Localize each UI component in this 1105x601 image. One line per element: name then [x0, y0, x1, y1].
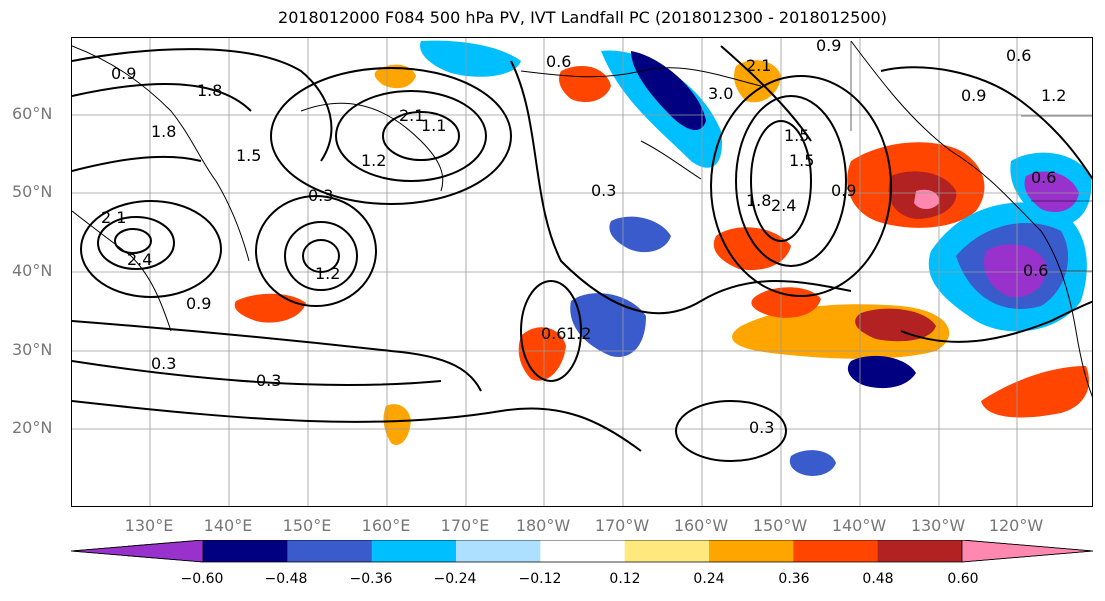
negative-anomaly-hawaii-east	[847, 355, 916, 389]
colorbar-segment	[456, 540, 541, 562]
contour-label: 1.2	[315, 264, 340, 283]
positive-anomaly-mid-pacific	[751, 287, 821, 318]
colorbar-tick: −0.48	[264, 571, 308, 587]
lon-label-150w: 150°W	[752, 516, 808, 535]
lat-label-50n: 50°N	[12, 182, 53, 201]
contour-label: 0.3	[256, 371, 281, 390]
colorbar-max-arrow	[961, 540, 1093, 563]
negative-anomaly-subtropical	[570, 293, 646, 357]
positive-anomaly-japan	[234, 293, 306, 323]
lon-label-140e: 140°E	[203, 516, 253, 535]
contour-label: 0.6	[1031, 168, 1056, 187]
contour-label: 1.1	[421, 116, 446, 135]
lon-label-130e: 130°E	[124, 516, 174, 535]
colorbar-segment	[371, 540, 457, 562]
contour-label: 0.9	[961, 86, 986, 105]
contour-label: 2.1	[399, 106, 424, 125]
negative-anomaly-west-coast-core	[983, 244, 1047, 298]
contour-label: 1.2	[566, 324, 591, 343]
map-canvas: 0.9 1.8 1.8 1.5 0.3 2.1 2.4 1.2 0.9 0.3 …	[72, 38, 1092, 506]
negative-anomaly-south	[789, 450, 836, 476]
colorbar	[71, 540, 1093, 563]
contour-label: 0.6	[1023, 261, 1048, 280]
contour-label: 0.3	[591, 181, 616, 200]
colorbar-segment	[287, 540, 373, 562]
contour-label: 3.0	[708, 84, 733, 103]
shaded-anomaly-layer	[234, 40, 1092, 476]
lon-label-120w: 120°W	[988, 516, 1044, 535]
contour-label: 0.6	[541, 324, 566, 343]
colorbar-segment	[203, 540, 288, 562]
lon-label-180w: 180°W	[515, 516, 571, 535]
positive-anomaly-nw-pacific	[374, 64, 416, 89]
contour-label: 2.1	[101, 208, 126, 227]
contour-label: 0.3	[308, 186, 333, 205]
lat-label-60n: 60°N	[12, 104, 53, 123]
colorbar-outline	[71, 540, 1093, 563]
contour-label: 1.5	[784, 126, 809, 145]
contour-label: 2.1	[746, 56, 771, 75]
lat-label-40n: 40°N	[12, 261, 53, 280]
contour-label: 0.6	[546, 52, 571, 71]
contour-label: 0.9	[831, 181, 856, 200]
positive-anomaly-russia	[559, 66, 611, 103]
colorbar-tick: 0.12	[609, 571, 641, 587]
colorbar-tick: 0.36	[778, 571, 810, 587]
colorbar-tick: −0.12	[518, 571, 562, 587]
contour-label: 1.2	[361, 151, 386, 170]
lat-label-20n: 20°N	[12, 418, 53, 437]
colorbar-segment	[793, 540, 879, 562]
positive-anomaly-central-band-core	[855, 308, 936, 342]
contour-label: 0.3	[749, 418, 774, 437]
colorbar-segment	[709, 540, 794, 562]
lon-label-160w: 160°W	[673, 516, 729, 535]
colorbar-tick: −0.24	[433, 571, 477, 587]
pv-contours	[72, 45, 1092, 462]
contour-label: 1.2	[1041, 86, 1066, 105]
positive-anomaly-south-small	[383, 404, 411, 445]
contour-labels: 0.9 1.8 1.8 1.5 0.3 2.1 2.4 1.2 0.9 0.3 …	[101, 38, 1066, 437]
positive-anomaly-southeast	[981, 366, 1089, 418]
contour-label: 2.4	[771, 196, 796, 215]
contour-label: 1.8	[151, 122, 176, 141]
colorbar-segment	[540, 540, 626, 562]
contour-label: 0.9	[816, 38, 841, 55]
colorbar-tick: −0.60	[180, 571, 224, 587]
colorbar-segment	[877, 540, 963, 562]
contour-label: 1.5	[789, 151, 814, 170]
contour-label: 0.6	[1006, 46, 1031, 65]
colorbar-min-arrow	[71, 540, 204, 563]
negative-anomaly-bering-core	[631, 51, 706, 131]
map-title: 2018012000 F084 500 hPa PV, IVT Landfall…	[278, 8, 887, 27]
negative-anomaly-canada-core	[1024, 171, 1079, 213]
negative-anomaly-north-pacific	[420, 40, 521, 77]
lon-label-130w: 130°W	[910, 516, 966, 535]
contour-label: 1.8	[746, 191, 771, 210]
lon-label-140w: 140°W	[831, 516, 887, 535]
lon-label-170e: 170°E	[440, 516, 490, 535]
colorbar-tick: 0.48	[862, 571, 894, 587]
colorbar-tick: −0.36	[349, 571, 393, 587]
contour-label: 2.4	[127, 250, 152, 269]
contour-label: 0.9	[111, 64, 136, 83]
map-panel: 0.9 1.8 1.8 1.5 0.3 2.1 2.4 1.2 0.9 0.3 …	[71, 37, 1093, 507]
negative-anomaly-bering	[601, 50, 722, 168]
graticule	[72, 38, 1092, 506]
lon-label-170w: 170°W	[594, 516, 650, 535]
political-boundaries	[850, 41, 1092, 272]
contour-label: 0.9	[186, 294, 211, 313]
positive-anomaly-gulf-peak	[914, 189, 940, 209]
negative-anomaly-mid	[609, 216, 671, 253]
lat-label-30n: 30°N	[12, 340, 53, 359]
colorbar-tick: 0.24	[693, 571, 725, 587]
lon-label-150e: 150°E	[282, 516, 332, 535]
contour-label: 1.8	[197, 81, 222, 100]
contour-label: 1.5	[236, 146, 261, 165]
colorbar-segment	[624, 540, 710, 562]
contour-label: 0.3	[151, 354, 176, 373]
colorbar-tick: 0.60	[947, 571, 979, 587]
lon-label-160e: 160°E	[361, 516, 411, 535]
